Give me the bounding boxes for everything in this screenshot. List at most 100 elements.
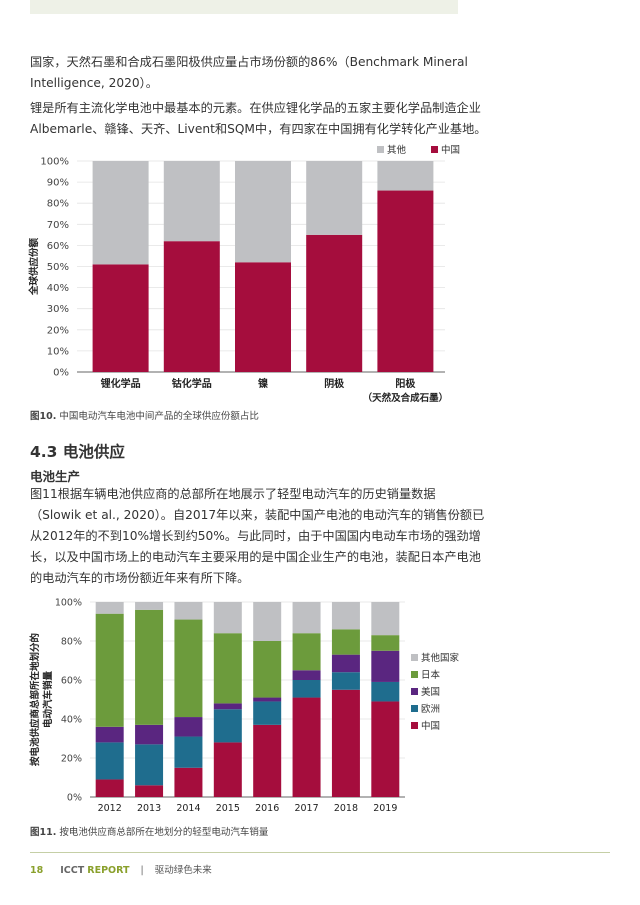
- y-tick-label: 40%: [47, 283, 69, 294]
- bar-usa: [95, 726, 124, 743]
- bar-japan: [292, 633, 321, 671]
- bar-china: [135, 785, 164, 797]
- y-axis-label-line2: 电动汽车销量: [42, 671, 54, 729]
- footer-divider: [30, 852, 610, 853]
- bar-usa: [331, 654, 360, 673]
- bar-other: [377, 161, 434, 191]
- bar-other: [174, 602, 203, 620]
- footer-report: REPORT: [87, 865, 130, 876]
- y-tick-label: 0%: [67, 793, 82, 804]
- footer-separator: |: [140, 865, 144, 876]
- bar-china: [92, 264, 149, 372]
- para3-line2: （Slowik et al., 2020）。自2017年以来，装配中国产电池的电…: [30, 508, 485, 522]
- bar-europe: [213, 709, 242, 743]
- figure-11-caption: 图11. 按电池供应商总部所在地划分的轻型电动汽车销量: [30, 824, 268, 838]
- legend-swatch: [411, 671, 418, 678]
- bar-other: [92, 161, 149, 265]
- legend-swatch: [431, 146, 438, 153]
- x-tick-label: 锂化学品: [101, 377, 141, 390]
- x-tick-label: 2016: [255, 803, 279, 814]
- bar-other: [292, 602, 321, 634]
- bar-usa: [371, 650, 400, 682]
- bar-japan: [331, 629, 360, 655]
- bar-europe: [95, 742, 124, 780]
- x-tick-label: 2019: [373, 803, 397, 814]
- bar-china: [253, 724, 282, 797]
- y-tick-label: 40%: [61, 715, 82, 726]
- subheading: 电池生产: [30, 469, 81, 484]
- bar-europe: [371, 681, 400, 702]
- para3-line4: 长，以及中国市场上的电动汽车主要采用的是中国企业生产的电池，装配日本产电池: [30, 550, 481, 564]
- bar-japan: [174, 619, 203, 718]
- figure-10-chart: 0% 10% 20% 30% 40% 50% 60% 70% 80% 90% 100% 全球供应份额锂…: [28, 144, 460, 404]
- bar-china: [213, 742, 242, 797]
- para2-line1: 锂是所有主流化学电池中最基本的元素。在供应锂化学品的五家主要化学品制造企业: [30, 101, 481, 115]
- bar-china: [371, 701, 400, 797]
- x-tick-label: 2013: [137, 803, 161, 814]
- footer-icct: ICCT: [60, 865, 85, 876]
- x-tick-label: 2012: [98, 803, 122, 814]
- bar-other: [135, 602, 164, 610]
- para3-line3: 从2012年的不到10%增长到约50%。与此同时，由于中国国内电动车市场的强劲增: [30, 529, 481, 543]
- figure-10-caption: 图10. 中国电动汽车电池中间产品的全球供应份额占比: [30, 408, 259, 422]
- y-tick-label: 30%: [47, 304, 69, 315]
- x-tick-label: 2018: [334, 803, 358, 814]
- y-axis-label-line1: 按电池供应商总部所在地划分的: [29, 633, 41, 767]
- x-tick-label: 阴极: [324, 377, 345, 390]
- legend-label: 中国: [441, 144, 460, 156]
- legend-swatch: [411, 722, 418, 729]
- bar-japan: [213, 633, 242, 704]
- bar-china: [331, 689, 360, 797]
- bar-china: [163, 241, 220, 372]
- legend-swatch: [411, 688, 418, 695]
- bar-china: [377, 190, 434, 372]
- para1-line1: 国家，天然石墨和合成石墨阳极供应量占市场份额的86%（Benchmark Min…: [30, 55, 468, 69]
- bar-china: [235, 262, 291, 372]
- bar-other: [235, 161, 291, 263]
- bar-other: [371, 602, 400, 636]
- bar-japan: [135, 609, 164, 725]
- paragraph-1: 国家，天然石墨和合成石墨阳极供应量占市场份额的86%（Benchmark Min…: [30, 52, 610, 94]
- bar-europe: [253, 701, 282, 725]
- y-tick-label: 10%: [47, 346, 69, 357]
- y-tick-label: 0%: [53, 368, 69, 379]
- figure-10-label: 图10.: [30, 411, 57, 422]
- bar-usa: [292, 670, 321, 680]
- legend-swatch: [411, 654, 418, 661]
- bar-china: [292, 697, 321, 797]
- figure-11-chart: 0% 20% 40% 60% 80% 100% 按电池供应商总部所在地划分的 电动汽车销量 20…: [29, 598, 460, 815]
- y-tick-label: 20%: [47, 325, 69, 336]
- legend-label: 美国: [421, 686, 440, 698]
- footer: 18 ICCT REPORT | 驱动绿色未来: [30, 862, 212, 876]
- para3-line5: 的电动汽车的市场份额近年来有所下降。: [30, 571, 250, 585]
- page-number: 18: [30, 865, 44, 876]
- top-decor-bar: [30, 0, 458, 14]
- bar-china: [306, 234, 363, 372]
- y-tick-label: 100%: [40, 157, 69, 168]
- y-tick-label: 60%: [61, 676, 82, 687]
- legend-label: 日本: [421, 669, 441, 681]
- bar-usa: [135, 724, 164, 745]
- x-tick-label: 阳极: [395, 377, 416, 390]
- paragraph-2: 锂是所有主流化学电池中最基本的元素。在供应锂化学品的五家主要化学品制造企业 Al…: [30, 98, 610, 140]
- bar-other: [306, 161, 363, 235]
- bar-europe: [331, 672, 360, 690]
- bar-other: [331, 602, 360, 630]
- para3-line1: 图11根据车辆电池供应商的总部所在地展示了轻型电动汽车的历史销量数据: [30, 487, 436, 501]
- legend-label: 欧洲: [421, 703, 440, 715]
- legend-label: 其他: [387, 144, 407, 156]
- para2-line2: Albemarle、赣锋、天齐、Livent和SQM中，有四家在中国拥有化学转化…: [30, 122, 487, 136]
- legend-swatch: [411, 705, 418, 712]
- legend-label: 中国: [421, 720, 440, 732]
- y-tick-label: 80%: [47, 199, 69, 210]
- section-heading: 4.3 电池供应: [30, 443, 125, 461]
- bar-europe: [292, 680, 321, 698]
- bar-other: [213, 602, 242, 634]
- bar-usa: [253, 697, 282, 702]
- bar-usa: [213, 703, 242, 710]
- footer-title: 驱动绿色未来: [154, 865, 212, 876]
- bar-china: [174, 767, 203, 797]
- x-tick-label: 2017: [294, 803, 318, 814]
- y-tick-label: 100%: [55, 598, 82, 609]
- y-tick-label: 60%: [47, 241, 69, 252]
